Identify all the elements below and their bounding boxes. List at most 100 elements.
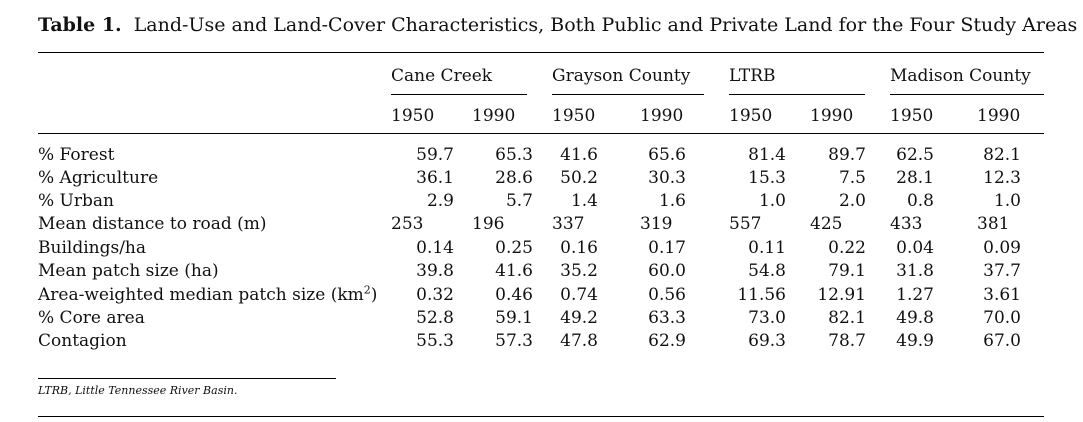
table-cell: 319 (640, 214, 673, 234)
table-cell: 82.1 (983, 145, 1021, 165)
table-cell: 2.0 (838, 191, 866, 211)
year-header: 1990 (810, 106, 854, 126)
table-cell: 41.6 (495, 261, 533, 281)
table-cell: 81.4 (748, 145, 786, 165)
table-cell: 63.3 (648, 308, 686, 328)
group-rule (729, 94, 865, 95)
table-cell: 1.27 (896, 285, 934, 305)
table-cell: 65.3 (495, 145, 533, 165)
year-header: 1950 (391, 106, 435, 126)
table-cell: 52.8 (416, 308, 454, 328)
table-cell: 557 (729, 214, 762, 234)
group-rule (391, 94, 527, 95)
table-cell: 433 (890, 214, 923, 234)
table-cell: 70.0 (983, 308, 1021, 328)
table-cell: 0.22 (828, 238, 866, 258)
table-cell: 196 (472, 214, 505, 234)
table-cell: 337 (552, 214, 585, 234)
table-cell: 0.09 (983, 238, 1021, 258)
table-cell: 28.1 (896, 168, 934, 188)
table-cell: 65.6 (648, 145, 686, 165)
group-header: Grayson County (552, 66, 691, 86)
year-header: 1990 (472, 106, 516, 126)
table-cell: 1.0 (758, 191, 786, 211)
table-cell: 425 (810, 214, 843, 234)
table-cell: 35.2 (560, 261, 598, 281)
table-cell: 73.0 (748, 308, 786, 328)
year-header: 1950 (729, 106, 773, 126)
group-rule (890, 94, 1044, 95)
row-label: % Forest (38, 145, 115, 165)
table-cell: 47.8 (560, 331, 598, 351)
table-cell: 60.0 (648, 261, 686, 281)
table-cell: 41.6 (560, 145, 598, 165)
group-header: Cane Creek (391, 66, 493, 86)
table-cell: 11.56 (737, 285, 786, 305)
table-cell: 0.46 (495, 285, 533, 305)
row-label: Area-weighted median patch size (km2) (38, 283, 378, 305)
table-cell: 1.6 (658, 191, 686, 211)
table-title: Land-Use and Land-Cover Characteristics,… (133, 14, 1078, 36)
table-cell: 36.1 (416, 168, 454, 188)
table-cell: 49.2 (560, 308, 598, 328)
table-cell: 3.61 (983, 285, 1021, 305)
group-header: LTRB (729, 66, 776, 86)
bottom-rule (38, 416, 1044, 417)
table-cell: 49.9 (896, 331, 934, 351)
group-header: Madison County (890, 66, 1031, 86)
table-cell: 0.04 (896, 238, 934, 258)
table-cell: 78.7 (828, 331, 866, 351)
table-cell: 0.25 (495, 238, 533, 258)
table-cell: 5.7 (505, 191, 533, 211)
table-cell: 67.0 (983, 331, 1021, 351)
table-cell: 50.2 (560, 168, 598, 188)
table-cell: 59.1 (495, 308, 533, 328)
table-cell: 0.32 (416, 285, 454, 305)
year-header: 1990 (977, 106, 1021, 126)
table-cell: 79.1 (828, 261, 866, 281)
table-cell: 0.8 (906, 191, 934, 211)
table-cell: 49.8 (896, 308, 934, 328)
row-label: Contagion (38, 331, 127, 351)
year-header: 1950 (890, 106, 934, 126)
footnote-rule (38, 378, 336, 379)
table-cell: 62.9 (648, 331, 686, 351)
table-cell: 253 (391, 214, 424, 234)
table-footnote: LTRB, Little Tennessee River Basin. (38, 384, 238, 397)
table-cell: 62.5 (896, 145, 934, 165)
row-label: % Urban (38, 191, 114, 211)
header-rule (38, 133, 1044, 134)
table-cell: 28.6 (495, 168, 533, 188)
table-cell: 0.14 (416, 238, 454, 258)
table-cell: 15.3 (748, 168, 786, 188)
row-label: Mean patch size (ha) (38, 261, 219, 281)
table-caption: Table 1. Land-Use and Land-Cover Characte… (38, 14, 1077, 36)
table-label: Table 1. (38, 14, 122, 36)
table-cell: 0.16 (560, 238, 598, 258)
table-cell: 69.3 (748, 331, 786, 351)
table-cell: 55.3 (416, 331, 454, 351)
table-cell: 12.3 (983, 168, 1021, 188)
table-cell: 381 (977, 214, 1010, 234)
year-header: 1990 (640, 106, 684, 126)
table-cell: 2.9 (426, 191, 454, 211)
row-label: % Agriculture (38, 168, 159, 188)
table-cell: 0.74 (560, 285, 598, 305)
year-header: 1950 (552, 106, 596, 126)
table-cell: 30.3 (648, 168, 686, 188)
table-cell: 82.1 (828, 308, 866, 328)
table-cell: 7.5 (838, 168, 866, 188)
table-cell: 0.11 (748, 238, 786, 258)
table-cell: 31.8 (896, 261, 934, 281)
table-cell: 37.7 (983, 261, 1021, 281)
table-cell: 0.56 (648, 285, 686, 305)
table-cell: 89.7 (828, 145, 866, 165)
table-cell: 57.3 (495, 331, 533, 351)
row-label: % Core area (38, 308, 145, 328)
group-rule (552, 94, 704, 95)
table-cell: 59.7 (416, 145, 454, 165)
table-cell: 12.91 (817, 285, 866, 305)
table-cell: 1.0 (993, 191, 1021, 211)
top-rule (38, 52, 1044, 53)
table-cell: 54.8 (748, 261, 786, 281)
